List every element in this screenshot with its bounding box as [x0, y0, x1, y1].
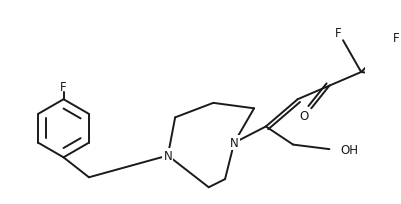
Text: OH: OH: [340, 143, 357, 156]
Text: N: N: [229, 137, 238, 150]
Text: F: F: [60, 81, 67, 94]
Text: N: N: [163, 149, 172, 162]
Text: F: F: [334, 27, 341, 40]
Text: O: O: [299, 110, 308, 122]
Text: F: F: [392, 32, 399, 45]
